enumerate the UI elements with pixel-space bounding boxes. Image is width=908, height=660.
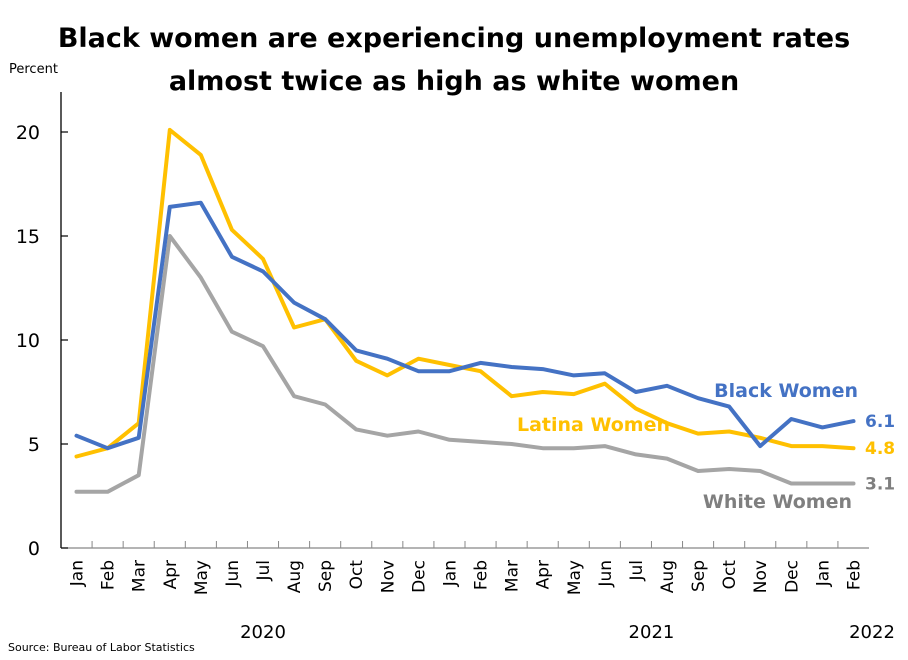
y-tick-label: 10	[16, 330, 40, 352]
x-tick-label: May	[565, 560, 585, 595]
x-tick-label: Apr	[161, 560, 181, 589]
x-tick-label: Feb	[844, 560, 864, 590]
x-tick-label: Feb	[99, 560, 119, 590]
x-tick-label: Jan	[68, 560, 88, 587]
series-label-white-women: White Women	[703, 491, 852, 513]
x-tick-label: Dec	[782, 560, 802, 593]
series-line-white-women	[74, 234, 856, 494]
end-value-label-latina-women: 4.8	[865, 439, 895, 459]
x-tick-label: Apr	[534, 560, 554, 589]
series-label-black-women: Black Women	[714, 380, 858, 402]
chart-title-line-2: almost twice as high as white women	[169, 66, 739, 97]
x-tick-label: Feb	[472, 560, 492, 590]
x-tick-label: Nov	[378, 560, 398, 593]
y-tick-label: 15	[16, 226, 40, 248]
x-tick-label: Oct	[347, 560, 367, 590]
series-layer	[74, 127, 856, 494]
x-tick-label: Nov	[751, 560, 771, 593]
axes: 0 5 10 15 20 Jan Feb Mar Apr May Jun Jul Aug Sep Oct No…	[16, 92, 895, 643]
y-tick-label: 0	[28, 538, 40, 560]
x-tick-label: Aug	[658, 560, 678, 593]
year-label: 2022	[849, 622, 895, 643]
series-line-latina-women	[74, 127, 856, 459]
y-tick-label: 20	[16, 122, 40, 144]
x-tick-label: Jan	[440, 560, 460, 587]
x-tick-label: Oct	[720, 560, 740, 590]
end-value-label-white-women: 3.1	[865, 475, 895, 495]
source-note: Source: Bureau of Labor Statistics	[8, 641, 195, 654]
x-tick-label: Aug	[285, 560, 305, 593]
year-label: 2020	[240, 622, 286, 643]
year-label: 2021	[629, 622, 675, 643]
x-tick-label: Mar	[130, 560, 150, 592]
y-axis-unit-label: Percent	[9, 62, 58, 77]
series-line-black-women	[74, 200, 856, 451]
x-tick-label: Sep	[316, 560, 336, 592]
x-tick-label: Mar	[503, 560, 523, 592]
x-tick-label: Dec	[409, 560, 429, 593]
x-tick-label: Jun	[596, 560, 616, 588]
chart-title-line-1: Black women are experiencing unemploymen…	[58, 23, 850, 54]
x-tick-label: May	[192, 560, 212, 595]
x-tick-label: Jun	[223, 560, 243, 588]
labels-layer: White Women 3.1 Latina Women 4.8 Black Women…	[517, 380, 895, 513]
series-label-latina-women: Latina Women	[517, 414, 670, 436]
x-tick-label: Jul	[627, 560, 647, 582]
y-tick-label: 5	[28, 434, 40, 456]
x-tick-label: Jul	[254, 560, 274, 582]
x-tick-label: Jan	[813, 560, 833, 587]
end-value-label-black-women: 6.1	[865, 412, 895, 432]
x-tick-label: Sep	[689, 560, 709, 592]
